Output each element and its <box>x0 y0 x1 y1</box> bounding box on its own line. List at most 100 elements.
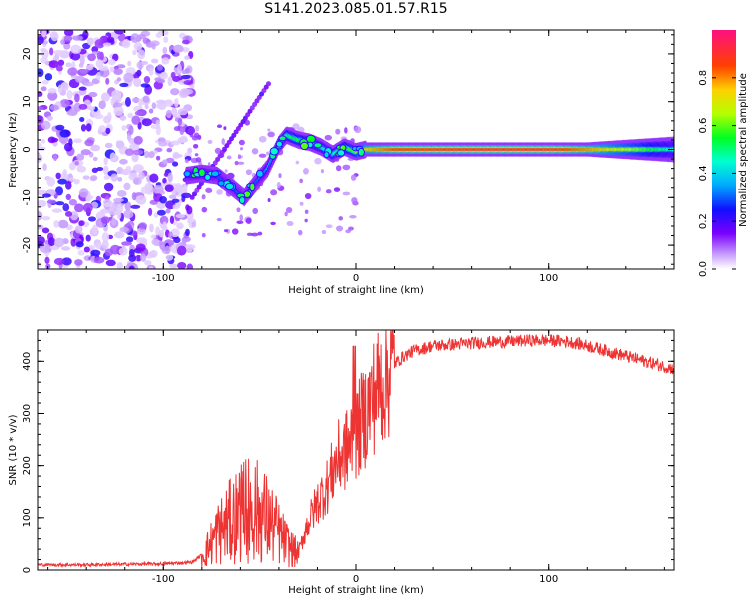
noise-speckle <box>105 127 111 135</box>
colorbar-ticks: 0.0 0.2 0.4 0.6 0.8 <box>698 70 736 277</box>
y-tick-label: 200 <box>22 456 33 475</box>
noise-speckle <box>91 46 99 53</box>
noise-speckle <box>351 197 358 204</box>
noise-speckle <box>113 102 123 108</box>
y-tick-label: -10 <box>22 189 33 205</box>
noise-speckle <box>304 209 309 214</box>
noise-speckle <box>286 220 294 227</box>
ridge-blob <box>183 170 191 178</box>
noise-speckle <box>90 144 101 152</box>
x-tick-label: -100 <box>152 273 175 284</box>
noise-speckle <box>303 168 309 175</box>
noise-speckle <box>57 178 67 185</box>
noise-speckle <box>130 204 141 209</box>
noise-speckle <box>194 153 199 157</box>
spectrogram-x-label: Height of straight line (km) <box>288 285 424 296</box>
noise-speckle <box>83 81 94 87</box>
noise-speckle <box>223 126 227 130</box>
noise-speckle <box>113 30 125 35</box>
x-tick-label: 0 <box>353 273 359 284</box>
noise-speckle <box>292 123 300 130</box>
noise-speckle <box>236 220 244 224</box>
noise-speckle <box>90 249 101 257</box>
y-tick-label: 100 <box>22 508 33 527</box>
noise-speckle <box>166 147 173 153</box>
noise-speckle <box>53 257 65 266</box>
noise-speckle <box>116 203 124 214</box>
noise-speckle <box>186 263 194 269</box>
noise-speckle <box>170 71 176 79</box>
noise-speckle <box>132 164 144 173</box>
ridge-blob <box>300 141 309 151</box>
noise-speckle <box>68 177 76 182</box>
noise-speckle <box>147 207 153 217</box>
noise-speckle <box>119 82 129 88</box>
noise-speckle <box>252 207 259 215</box>
noise-speckle <box>83 246 90 253</box>
noise-speckle <box>108 58 116 66</box>
noise-speckle <box>118 247 128 256</box>
noise-speckle <box>130 33 140 43</box>
noise-speckle <box>244 119 250 126</box>
noise-speckle <box>165 254 174 261</box>
noise-speckle <box>119 158 128 165</box>
noise-speckle <box>95 241 102 250</box>
noise-speckle <box>103 182 114 192</box>
noise-speckle <box>237 161 245 165</box>
noise-speckle <box>285 207 293 213</box>
noise-speckle <box>162 177 167 184</box>
noise-speckle <box>185 228 190 237</box>
noise-speckle <box>172 153 183 158</box>
noise-speckle <box>74 259 83 266</box>
noise-speckle <box>95 59 104 68</box>
noise-speckle <box>149 223 154 233</box>
chart-title: S141.2023.085.01.57.R15 <box>264 1 448 17</box>
ridge-blob <box>336 149 346 157</box>
noise-speckle <box>344 127 348 134</box>
noise-speckle <box>38 210 43 221</box>
noise-speckle <box>94 39 105 49</box>
noise-speckle <box>156 155 161 161</box>
noise-speckle <box>181 237 187 244</box>
ridge-blob <box>204 173 212 181</box>
noise-speckle <box>278 173 282 179</box>
noise-speckle <box>82 175 90 180</box>
noise-speckle <box>251 232 259 237</box>
noise-speckle <box>72 35 83 41</box>
noise-speckle <box>38 36 44 45</box>
ridge-blob <box>278 135 287 142</box>
noise-speckle <box>121 125 127 131</box>
noise-speckle <box>299 201 304 206</box>
noise-speckle <box>88 216 97 222</box>
noise-speckle <box>133 42 143 51</box>
noise-speckle <box>91 224 98 235</box>
noise-speckle <box>46 115 53 121</box>
noise-speckle <box>266 151 270 156</box>
noise-speckle <box>201 194 206 200</box>
noise-speckle <box>304 218 308 223</box>
noise-speckle <box>181 69 188 75</box>
noise-speckle <box>226 155 232 160</box>
noise-speckle <box>106 36 115 43</box>
noise-speckle <box>148 67 154 76</box>
noise-speckle <box>98 100 106 110</box>
noise-speckle <box>184 244 194 253</box>
noise-speckle <box>101 232 110 242</box>
noise-speckle <box>66 90 73 100</box>
noise-speckle <box>78 86 87 91</box>
noise-speckle <box>55 172 61 180</box>
noise-speckle <box>59 98 70 108</box>
noise-speckle <box>121 38 131 49</box>
noise-speckle <box>258 135 267 143</box>
noise-speckle <box>138 222 148 230</box>
noise-speckle <box>171 161 179 167</box>
noise-speckle <box>111 89 122 100</box>
x-tick-label: 100 <box>539 574 558 585</box>
noise-speckle <box>221 138 225 145</box>
noise-speckle <box>44 73 53 81</box>
noise-speckle <box>132 149 144 156</box>
colorbar-tick-label: 0.2 <box>698 213 709 229</box>
noise-speckle <box>156 79 166 84</box>
noise-speckle <box>134 110 144 116</box>
noise-speckle <box>38 106 44 111</box>
